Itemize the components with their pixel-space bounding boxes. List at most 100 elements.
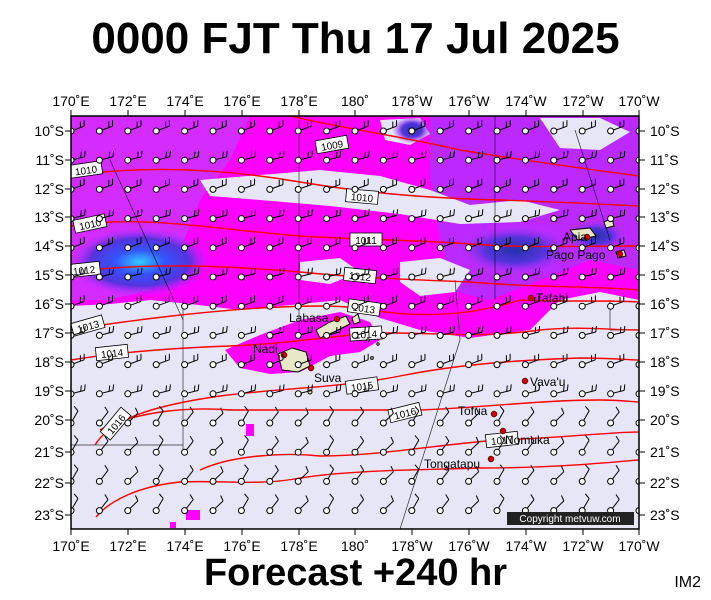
wind-barb-station bbox=[607, 302, 615, 310]
wind-barb-feather bbox=[108, 268, 111, 275]
wind-barb-station bbox=[237, 302, 245, 310]
wind-barb-station bbox=[550, 127, 558, 135]
wind-barb-feather bbox=[250, 326, 253, 334]
wind-barb-station bbox=[436, 361, 444, 369]
wind-barb-station bbox=[181, 390, 189, 398]
wind-barb-station bbox=[266, 448, 274, 456]
wind-barb-feather bbox=[335, 268, 338, 275]
wind-barb-station bbox=[323, 390, 331, 398]
wind-barb-station bbox=[294, 244, 302, 252]
wind-barb-station bbox=[379, 419, 387, 427]
lon-label: 178˚W bbox=[391, 538, 433, 554]
wind-barb-feather bbox=[84, 150, 86, 157]
wind-barb-feather bbox=[481, 209, 484, 216]
wind-barb-feather bbox=[360, 465, 365, 471]
wind-barb-feather bbox=[396, 209, 399, 216]
lat-label: 15˚S bbox=[34, 267, 64, 283]
wind-barb-feather bbox=[335, 385, 338, 392]
wind-barb-feather bbox=[566, 325, 569, 333]
wind-barb-feather bbox=[311, 150, 313, 157]
wind-barb-feather bbox=[595, 325, 597, 333]
wind-barb-station bbox=[465, 507, 473, 515]
wind-barb-feather bbox=[254, 267, 257, 274]
wind-barb-station bbox=[351, 331, 359, 339]
wind-barb-station bbox=[124, 156, 132, 164]
wind-barb-station bbox=[209, 419, 217, 427]
wind-barb-feather bbox=[84, 209, 86, 216]
wind-barb-station bbox=[465, 127, 473, 135]
wind-barb-feather bbox=[307, 385, 310, 392]
wind-barb-station bbox=[493, 390, 501, 398]
wind-barb-station bbox=[465, 390, 473, 398]
wind-barb-feather bbox=[329, 493, 334, 499]
wind-barb-feather bbox=[134, 495, 139, 502]
wind-barb-feather bbox=[197, 325, 200, 333]
wind-barb-station bbox=[152, 156, 160, 164]
wind-barb-feather bbox=[591, 151, 594, 158]
wind-barb-feather bbox=[134, 436, 139, 443]
wind-barb-feather bbox=[339, 150, 342, 157]
wind-barb-feather bbox=[563, 385, 565, 392]
wind-barb-feather bbox=[538, 325, 541, 333]
wind-barb-feather bbox=[364, 268, 366, 275]
wind-barb-feather bbox=[414, 405, 420, 412]
wind-barb-feather bbox=[254, 150, 257, 157]
wind-barb-station bbox=[209, 361, 217, 369]
wind-barb-station bbox=[266, 273, 274, 281]
wind-barb-station bbox=[124, 448, 132, 456]
wind-barb-station bbox=[493, 448, 501, 456]
lon-label: 174˚W bbox=[505, 93, 547, 109]
wind-barb-feather bbox=[80, 151, 82, 158]
wind-barb-feather bbox=[499, 405, 505, 412]
wind-barb-station bbox=[266, 477, 274, 485]
wind-barb-feather bbox=[80, 268, 82, 275]
wind-barb-feather bbox=[274, 465, 279, 471]
wind-barb-station bbox=[294, 302, 302, 310]
wind-barb-station bbox=[550, 273, 558, 281]
wind-barb-feather bbox=[563, 326, 565, 334]
place-tafahi: Tafahi bbox=[536, 291, 568, 305]
wind-barb-station bbox=[351, 477, 359, 485]
lon-label: 170˚W bbox=[618, 538, 660, 554]
wind-barb-station bbox=[379, 244, 387, 252]
wind-barb-station bbox=[323, 419, 331, 427]
wind-barb-feather bbox=[499, 464, 505, 470]
wind-barb-feather bbox=[534, 385, 537, 392]
wind-barb-feather bbox=[112, 384, 115, 391]
place-nadi: Nadi bbox=[253, 342, 278, 356]
wind-barb-feather bbox=[445, 494, 450, 500]
taveuni bbox=[351, 313, 361, 325]
wind-barb-station bbox=[351, 507, 359, 515]
wind-barb-station bbox=[152, 448, 160, 456]
wind-barb-station bbox=[607, 215, 615, 223]
wind-barb-feather bbox=[104, 406, 109, 413]
wind-barb-feather bbox=[453, 384, 455, 391]
wind-barb-station bbox=[521, 419, 529, 427]
wind-barb-feather bbox=[140, 384, 143, 391]
wind-barb-station bbox=[493, 244, 501, 252]
wind-barb-feather bbox=[244, 435, 249, 441]
lon-label: 178˚W bbox=[391, 93, 433, 109]
wind-barb-feather bbox=[453, 150, 455, 157]
wind-barb-feather bbox=[445, 465, 450, 471]
wind-barb-station bbox=[436, 244, 444, 252]
wind-barb-feather bbox=[360, 494, 365, 500]
wind-barb-feather bbox=[499, 493, 505, 499]
wind-barb-station bbox=[578, 419, 586, 427]
wind-barb-station bbox=[323, 244, 331, 252]
wind-barb-feather bbox=[368, 209, 370, 216]
wind-barb-feather bbox=[364, 326, 366, 334]
lon-label: 172˚W bbox=[562, 538, 604, 554]
wind-barb-feather bbox=[584, 464, 590, 470]
wind-barb-station bbox=[379, 448, 387, 456]
wind-barb-shaft bbox=[638, 451, 639, 453]
wind-barb-feather bbox=[339, 325, 342, 333]
wind-barb-station bbox=[550, 448, 558, 456]
lon-label: 176˚W bbox=[448, 538, 490, 554]
wind-barb-station bbox=[550, 361, 558, 369]
wind-barb-station bbox=[95, 302, 103, 310]
wind-barb-station bbox=[95, 273, 103, 281]
wind-barb-feather bbox=[560, 465, 565, 472]
wind-barb-feather bbox=[254, 209, 257, 216]
wind-barb-station bbox=[379, 361, 387, 369]
